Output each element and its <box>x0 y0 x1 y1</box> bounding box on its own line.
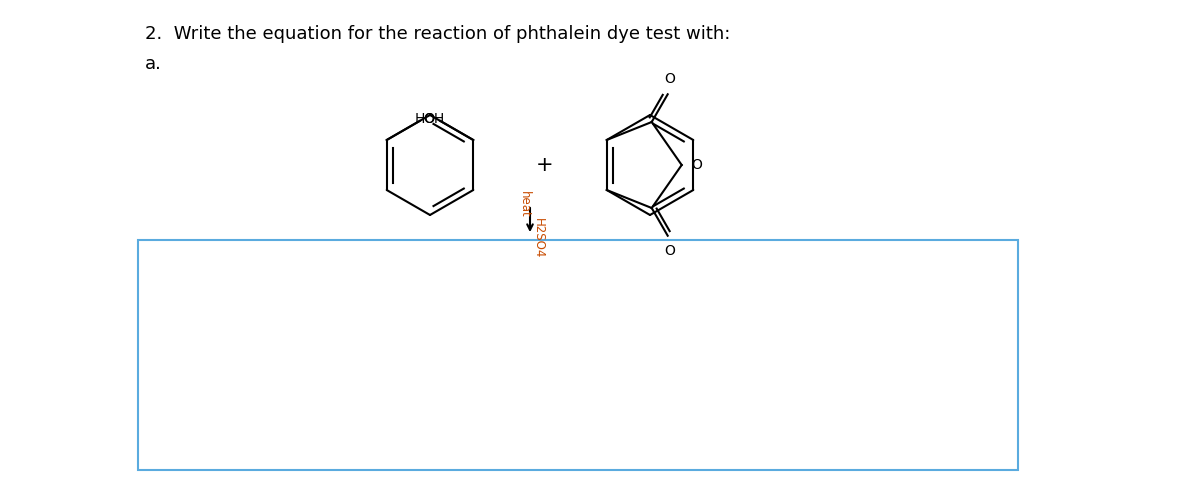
Text: O: O <box>665 72 676 86</box>
Text: 2.  Write the equation for the reaction of phthalein dye test with:: 2. Write the equation for the reaction o… <box>145 25 731 43</box>
Text: +: + <box>536 155 554 175</box>
Text: a.: a. <box>145 55 162 73</box>
Text: O: O <box>665 244 676 258</box>
Text: OH: OH <box>424 112 445 126</box>
Bar <box>138 240 1018 470</box>
Text: H2SO4: H2SO4 <box>532 218 545 258</box>
Text: HO: HO <box>414 112 436 126</box>
Text: O: O <box>691 158 702 172</box>
Text: heat: heat <box>517 191 530 218</box>
